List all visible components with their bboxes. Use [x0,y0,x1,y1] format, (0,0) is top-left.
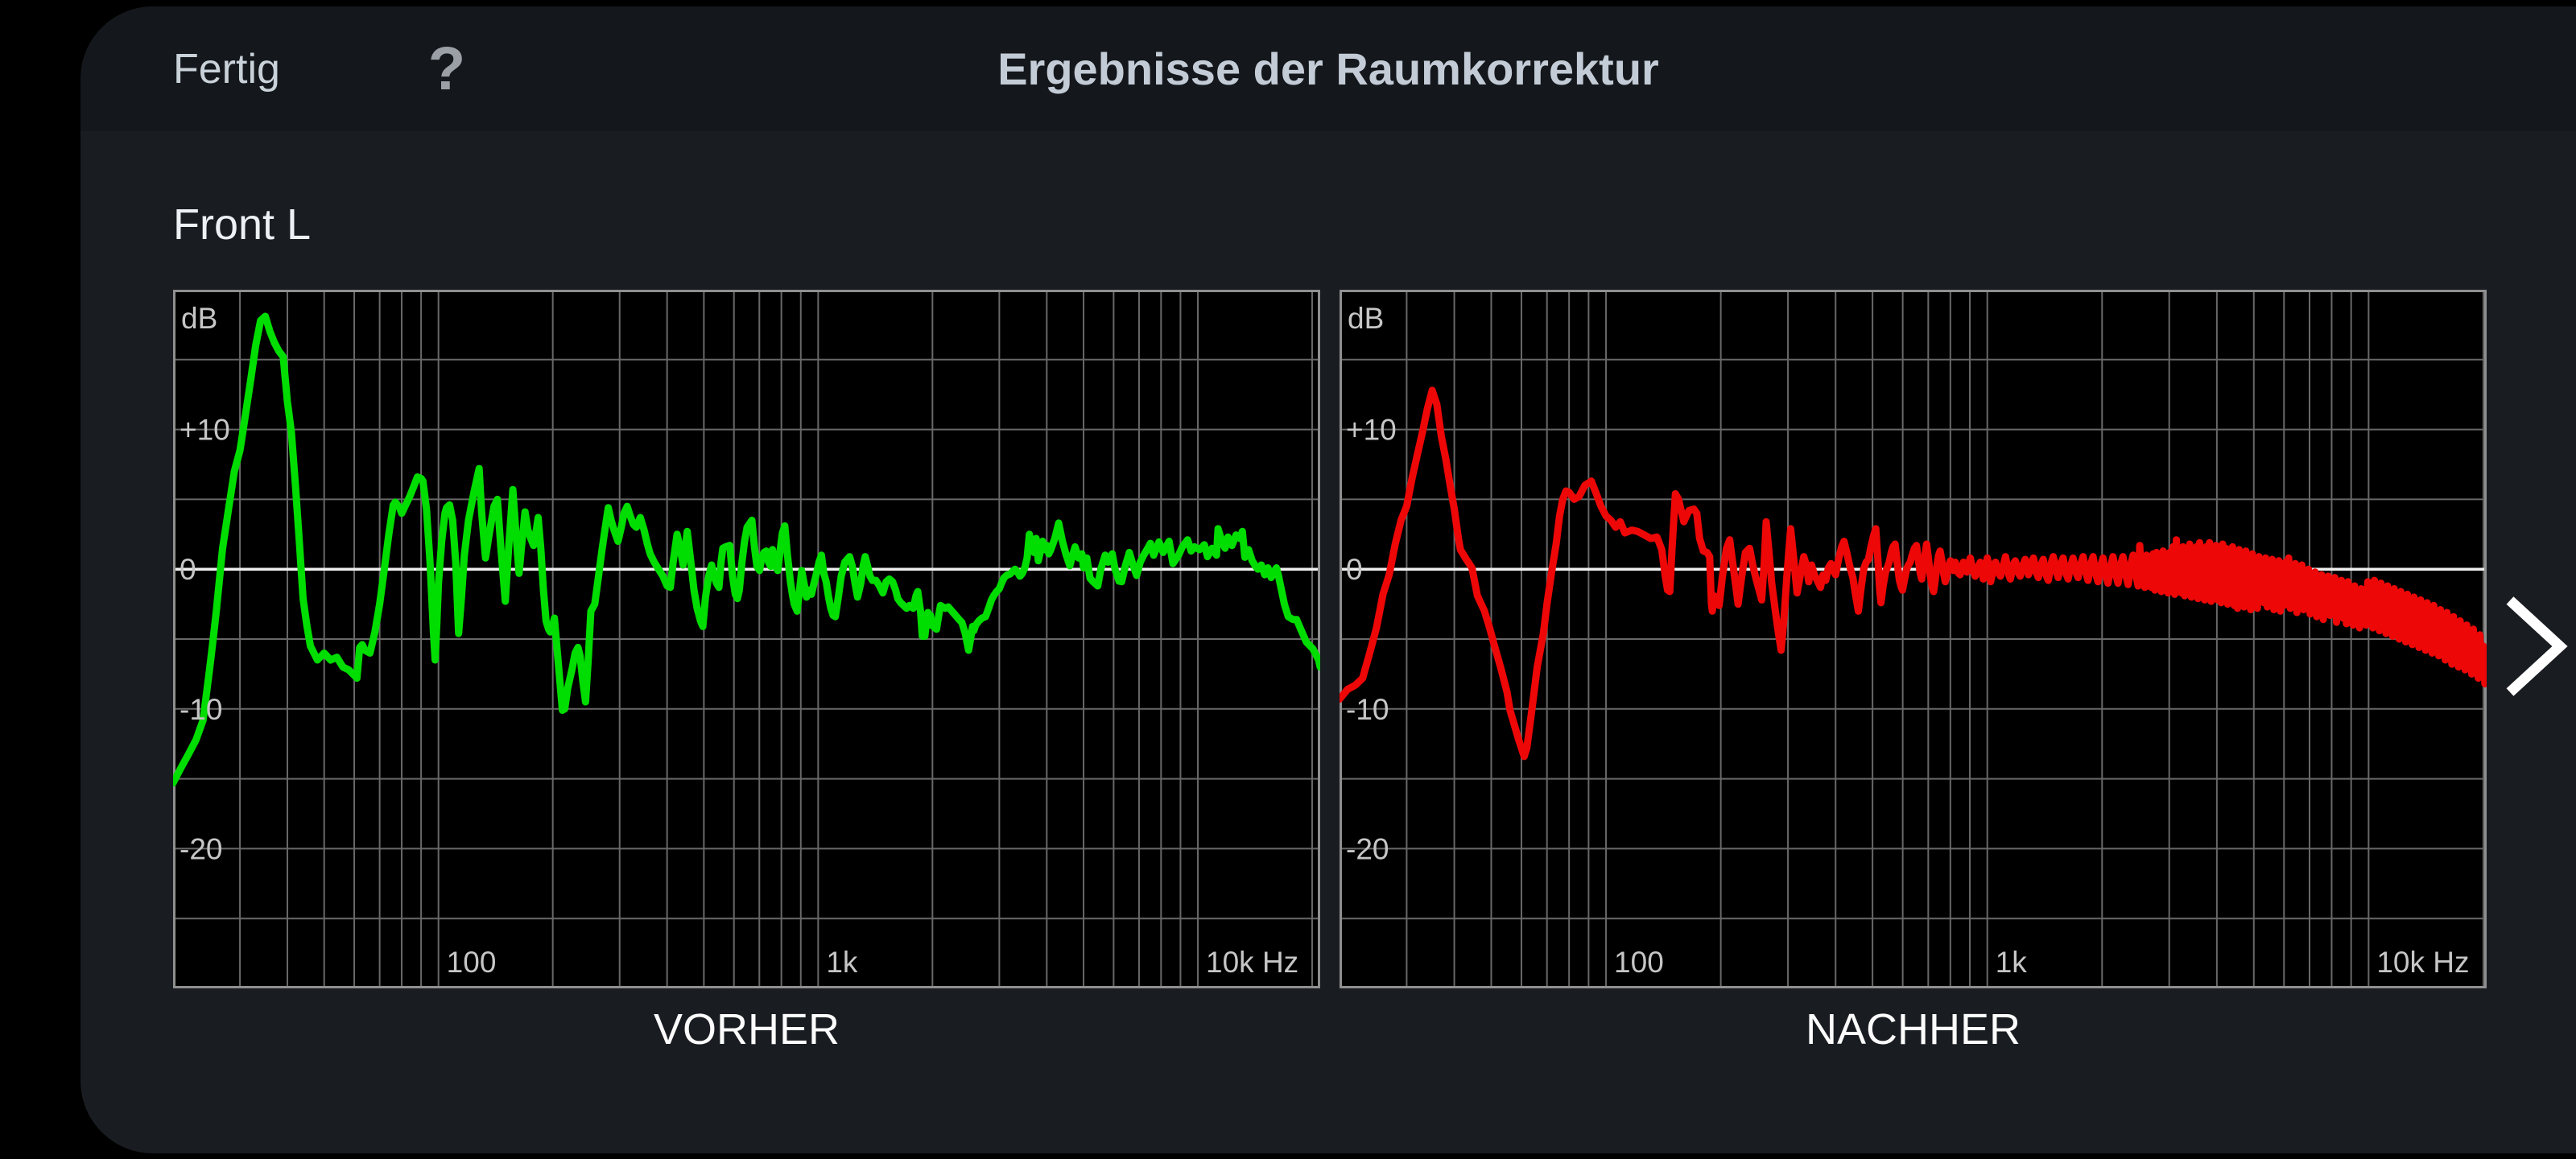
chart-before-block: dB +10 0 -10 -20 100 1k 10k Hz VORHER [173,290,1320,1054]
help-icon[interactable]: ? [398,6,495,131]
svg-text:1k: 1k [826,946,858,979]
svg-text:dB: dB [1348,302,1384,335]
chart-before-caption: VORHER [653,1005,840,1054]
svg-text:-20: -20 [1346,832,1389,865]
svg-text:dB: dB [181,302,217,335]
svg-text:0: 0 [180,553,196,586]
next-speaker-button[interactable] [2504,596,2568,697]
svg-text:-10: -10 [180,693,222,726]
svg-text:+10: +10 [1346,414,1397,447]
app-panel: Ergebnisse der Raumkorrektur Fertig ? Fr… [80,6,2576,1153]
svg-text:1k: 1k [1996,946,2028,979]
chart-after-plot: dB +10 0 -10 -20 100 1k 10k Hz [1340,290,2487,988]
page-title: Ergebnisse der Raumkorrektur [997,43,1659,94]
chart-after-block: dB +10 0 -10 -20 100 1k 10k Hz NACHHER [1340,290,2487,1054]
app-bar: Ergebnisse der Raumkorrektur Fertig ? [80,6,2576,131]
channel-label: Front L [173,200,312,249]
chevron-right-icon [2506,596,2568,696]
svg-text:+10: +10 [180,414,230,447]
svg-text:100: 100 [447,946,497,979]
svg-text:10k Hz: 10k Hz [2376,946,2469,979]
chart-after-caption: NACHHER [1805,1005,2021,1054]
chart-before-plot: dB +10 0 -10 -20 100 1k 10k Hz [173,290,1320,988]
svg-text:0: 0 [1346,553,1363,586]
svg-text:10k Hz: 10k Hz [1206,946,1298,979]
done-button[interactable]: Fertig [173,6,280,131]
svg-text:-20: -20 [180,832,222,865]
svg-text:-10: -10 [1346,693,1389,726]
svg-text:100: 100 [1614,946,1664,979]
